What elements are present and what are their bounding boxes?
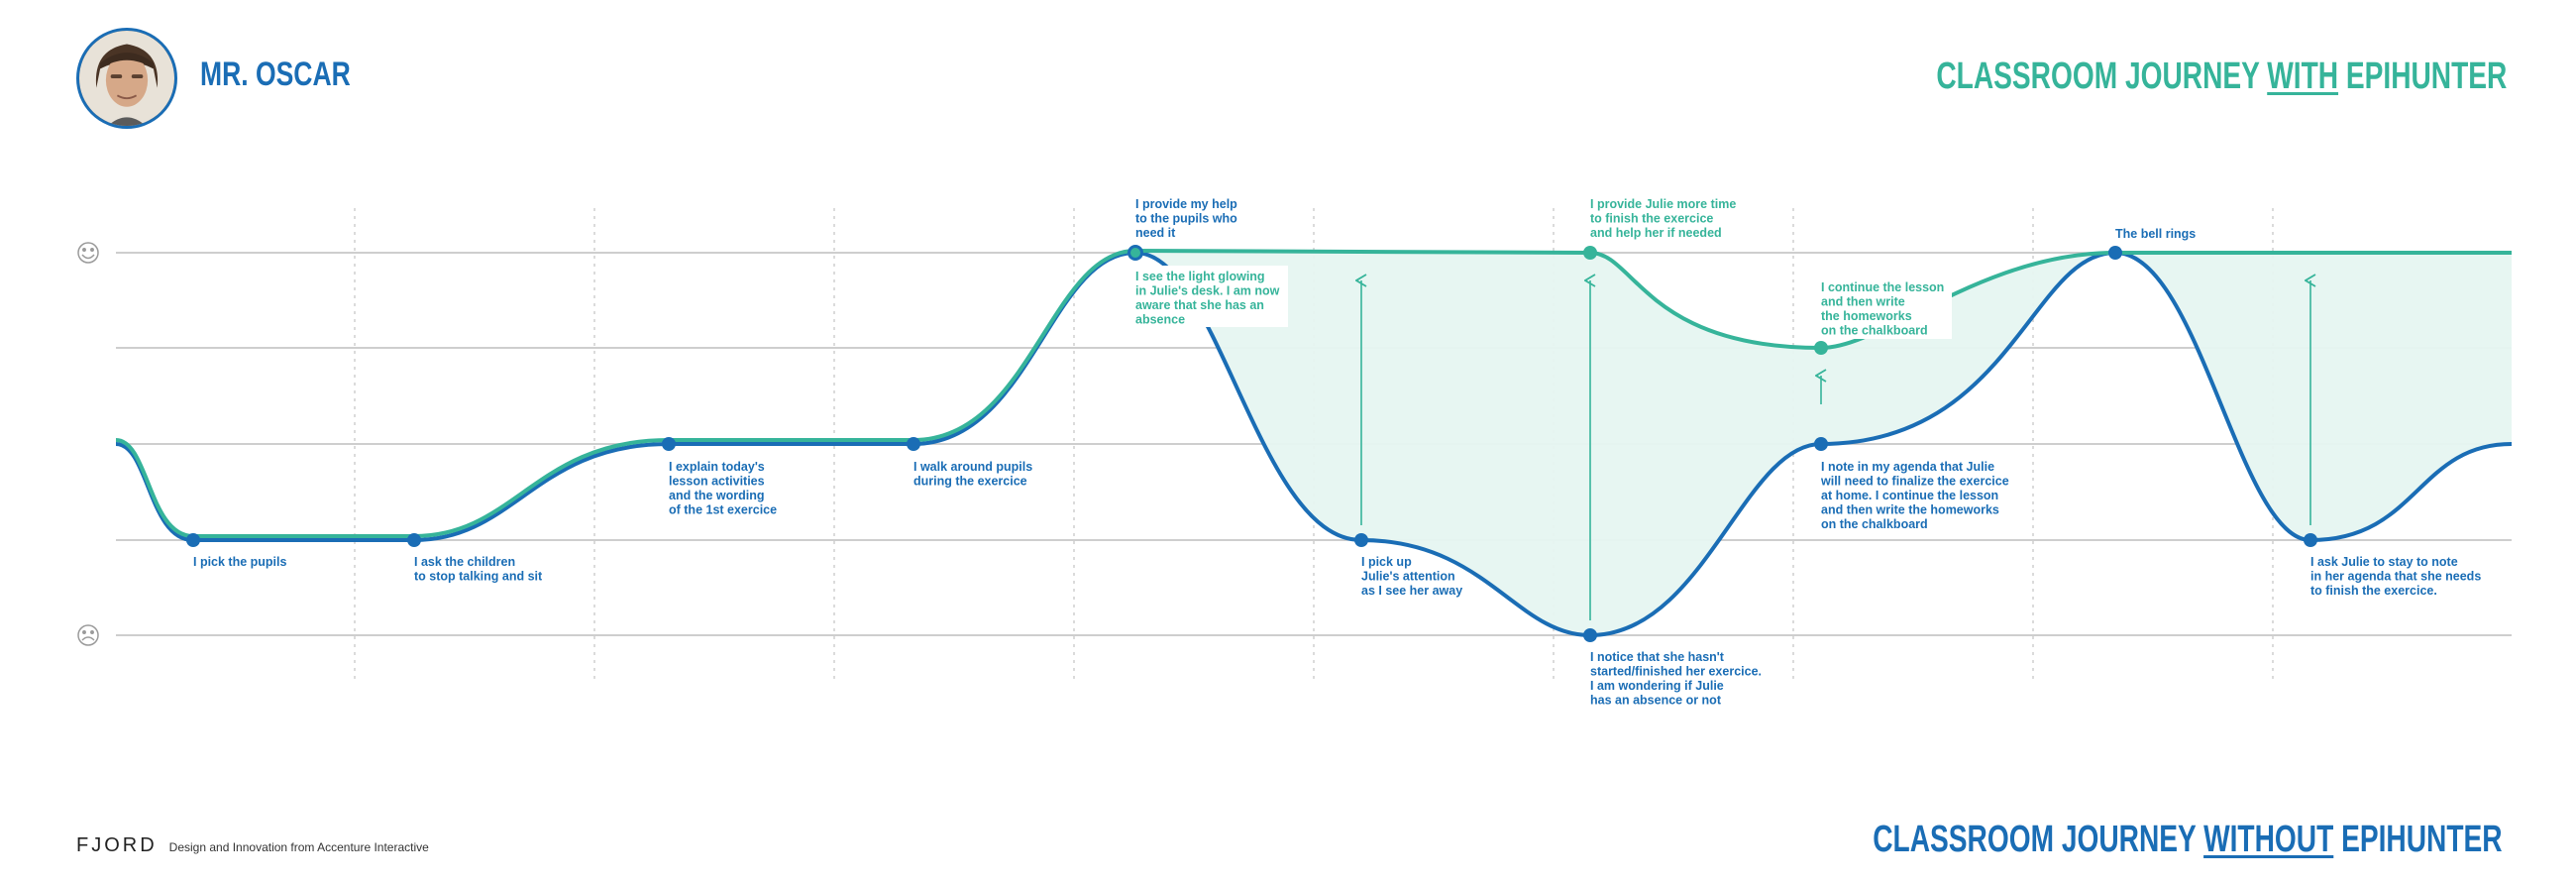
step-label-with: I provide Julie more time to finish the e… (1590, 197, 1736, 240)
label-line: The bell rings (2115, 227, 2196, 241)
label-line: and the wording (669, 489, 765, 502)
label-line: has an absence or not (1590, 694, 1722, 708)
label-line: lesson activities (669, 475, 765, 489)
step-label: I pick up Julie's attention as I see her a… (1361, 555, 1462, 598)
label-line: Julie's attention (1361, 570, 1455, 584)
label-line: the homeworks (1821, 309, 1912, 323)
title-with-epihunter: CLASSROOM JOURNEY WITH EPIHUNTER (1936, 55, 2507, 97)
step-label: I note in my agenda that Julie will need … (1820, 460, 2009, 531)
note-bg (1815, 277, 1952, 339)
label-line: I note in my agenda that Julie (1821, 460, 1994, 474)
label-line: on the chalkboard (1821, 324, 1928, 338)
label-line: to stop talking and sit (414, 570, 543, 584)
journey-point (186, 533, 200, 547)
persona-avatar (76, 28, 177, 129)
label-line: I provide Julie more time (1590, 197, 1736, 211)
happy-face-icon (77, 242, 99, 264)
label-line: I pick the pupils (193, 555, 287, 569)
persona-name: MR. OSCAR (200, 55, 351, 93)
label-line: I pick up (1361, 555, 1412, 569)
label-line: I notice that she hasn't (1590, 650, 1725, 664)
journey-point (2108, 246, 2122, 260)
journey-point (1354, 533, 1368, 547)
label-line: in her agenda that she needs (2310, 570, 2481, 584)
label-line: at home. I continue the lesson (1821, 489, 1998, 502)
journey-point (907, 437, 920, 451)
label-line: started/finished her exercice. (1590, 665, 1762, 679)
journey-point (1814, 341, 1828, 355)
journey-point (662, 437, 676, 451)
step-label: I ask Julie to stay to note in her agenda… (2310, 555, 2481, 598)
step-label: I explain today's lesson activities and th… (669, 460, 777, 517)
label-line: and then write (1821, 295, 1905, 309)
journey-point (1814, 437, 1828, 451)
journey-point (2304, 533, 2317, 547)
label-line: I ask the children (414, 555, 515, 569)
label-line: I walk around pupils (913, 460, 1032, 474)
footer: FJORD Design and Innovation from Accentu… (76, 834, 429, 857)
step-label: The bell rings (2115, 227, 2196, 241)
label-line: I explain today's (669, 460, 765, 474)
journey-point (407, 533, 421, 547)
improvement-arrows (1361, 280, 2310, 620)
label-line: to finish the exercice. (2310, 584, 2437, 598)
label-line: I see the light glowing (1135, 270, 1265, 283)
improvement-area (1135, 253, 2512, 635)
label-line: and then write the homeworks (1821, 503, 1999, 517)
label-line: I am wondering if Julie (1590, 679, 1724, 693)
fjord-logo: FJORD (76, 834, 158, 856)
journey-without-line (115, 250, 2513, 638)
label-line: and help her if needed (1590, 226, 1722, 240)
label-line: on the chalkboard (1821, 517, 1928, 531)
label-line: of the 1st exercice (669, 503, 777, 517)
label-line: in Julie's desk. I am now (1135, 284, 1280, 298)
footer-tagline: Design and Innovation from Accenture Int… (168, 840, 429, 854)
step-label-with: I see the light glowing in Julie's desk. … (1135, 270, 1280, 327)
portrait-icon (79, 31, 174, 126)
label-line: absence (1135, 313, 1185, 327)
step-label: I pick the pupils (193, 555, 287, 569)
label-line: need it (1135, 226, 1176, 240)
step-label: I walk around pupils during the exercice (913, 460, 1032, 489)
label-line: as I see her away (1361, 584, 1462, 598)
label-line: I ask Julie to stay to note (2310, 555, 2458, 569)
step-label: I ask the children to stop talking and si… (414, 555, 543, 584)
label-line: I continue the lesson (1821, 280, 1944, 294)
label-line: during the exercice (913, 475, 1027, 489)
sad-face-icon (77, 624, 99, 646)
label-line: will need to finalize the exercice (1820, 475, 2009, 489)
journey-point (1583, 628, 1597, 642)
with-points (1130, 246, 1828, 355)
step-label-with: I continue the lesson and then write the h… (1821, 280, 1944, 338)
label-line: to the pupils who (1135, 212, 1237, 226)
step-label: I notice that she hasn't started/finished… (1590, 650, 1762, 708)
journey-point (1130, 248, 1140, 258)
label-line: I provide my help (1135, 197, 1237, 211)
step-label: I provide my help to the pupils who need i… (1135, 197, 1237, 240)
note-bg (1127, 266, 1288, 327)
title-without-epihunter: CLASSROOM JOURNEY WITHOUT EPIHUNTER (1873, 819, 2503, 860)
label-line: aware that she has an (1135, 298, 1264, 312)
label-line: to finish the exercice (1590, 212, 1713, 226)
journey-point (1583, 246, 1597, 260)
